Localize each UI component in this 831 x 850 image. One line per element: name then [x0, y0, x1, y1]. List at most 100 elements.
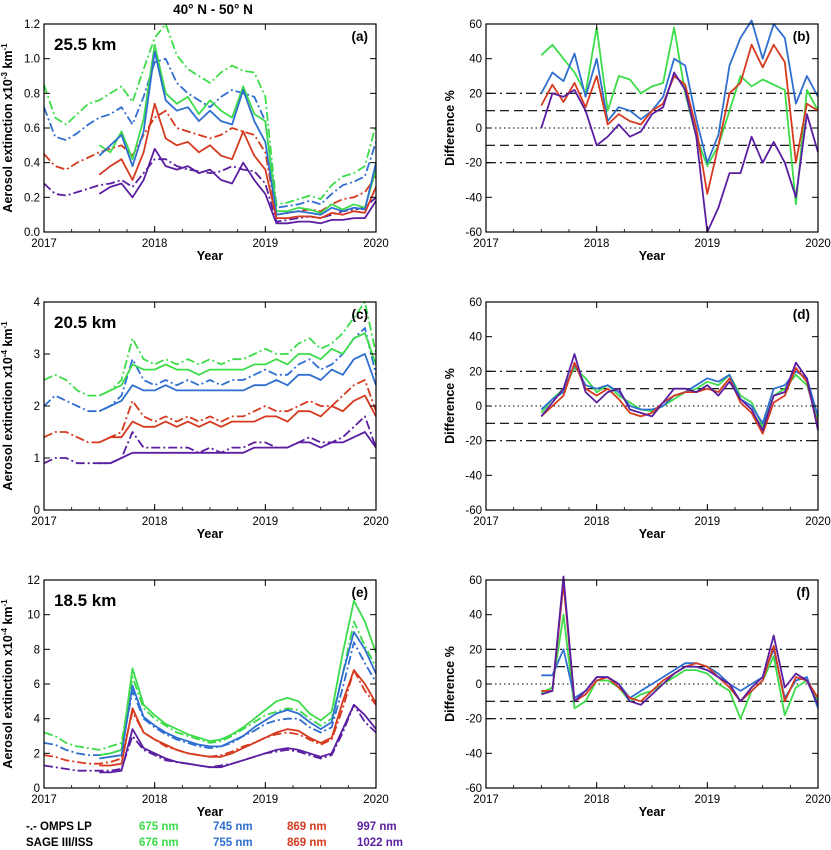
- x-tick-label: 2020: [363, 516, 389, 528]
- x-tick-label: 2018: [584, 794, 610, 806]
- y-axis-label-exponent: -4: [0, 628, 9, 636]
- legend-item-sage-755: 755 nm: [213, 837, 253, 849]
- altitude-label: 25.5 km: [54, 35, 116, 54]
- y-tick-label: 0.6: [24, 123, 40, 135]
- legend: -.- OMPS LP 675 nm 745 nm 869 nm 997 nm …: [26, 821, 403, 849]
- x-tick-label: 2018: [142, 238, 168, 250]
- x-tick-label: 2018: [142, 516, 168, 528]
- x-tick-label: 2017: [31, 794, 57, 806]
- x-axis-label: Year: [197, 527, 224, 541]
- panel-label: (d): [793, 307, 810, 322]
- series-line-c-997nm-omps: [43, 415, 377, 465]
- legend-item-omps-675: 675 nm: [139, 821, 179, 833]
- y-tick-label: 0: [34, 505, 40, 517]
- y-tick-label: 2: [34, 401, 40, 413]
- x-tick-label: 2020: [805, 794, 831, 806]
- y-axis-label-unit-exponent: -1: [0, 43, 9, 51]
- x-axis-label: Year: [197, 249, 224, 263]
- y-axis-label-exponent: -3: [0, 72, 9, 80]
- y-axis-label: Aerosol extinction x10-3 km-1: [0, 43, 15, 213]
- y-tick-label: -20: [465, 158, 482, 170]
- panel-a: 2017 2018 2019 2020 0.0 0.2 0.4 0.6 0.8 1.0 1.2 Yea…: [0, 19, 389, 263]
- panel-e: 2017 2018 2019 2020 0 2 4 6 8 10 12 Year Aerosol ext…: [0, 575, 389, 819]
- series-line-e-676nm-sage: [99, 599, 377, 756]
- x-tick-label: 2019: [253, 516, 279, 528]
- x-axis-label: Year: [639, 527, 666, 541]
- plot-frame: [43, 23, 377, 233]
- series-line-e-745nm-omps: [43, 641, 377, 756]
- series-line-f-green: [540, 613, 819, 720]
- series-line-d-green: [540, 367, 819, 428]
- y-axis-label: Difference %: [443, 90, 457, 166]
- y-tick-label: 2: [34, 748, 40, 760]
- x-tick-label: 2020: [805, 516, 831, 528]
- y-axis-label-unit: km: [1, 51, 15, 73]
- y-tick-label: 12: [27, 575, 40, 587]
- series-line-f-purple: [541, 575, 819, 706]
- legend-item-omps-745: 745 nm: [213, 821, 253, 833]
- series-line-a-1022nm-sage: [98, 147, 377, 225]
- y-tick-label: 20: [469, 88, 482, 100]
- y-tick-label: -40: [465, 748, 482, 760]
- series-line-e-755nm-sage: [99, 631, 377, 760]
- x-tick-label: 2020: [805, 238, 831, 250]
- panel-c: 2017 2018 2019 2020 0 1 2 3 4 Year Aerosol extinct…: [0, 297, 389, 541]
- y-tick-label: -40: [465, 470, 482, 482]
- legend-item-sage-1022: 1022 nm: [357, 837, 403, 849]
- series-line-c-869nm-sage: [98, 394, 377, 444]
- y-tick-label: -60: [465, 505, 482, 517]
- y-tick-label: 4: [34, 714, 41, 726]
- x-tick-label: 2019: [253, 238, 279, 250]
- y-tick-label: 60: [469, 19, 482, 31]
- x-tick-label: 2018: [142, 794, 168, 806]
- series-line-a-869nm-sage: [98, 102, 377, 219]
- series-line-b-purple: [540, 71, 819, 233]
- y-tick-label: -60: [465, 783, 482, 795]
- y-tick-label: -20: [465, 714, 482, 726]
- x-axis-label: Year: [639, 805, 666, 819]
- legend-item-sage-676: 676 nm: [139, 837, 179, 849]
- x-axis-label: Year: [197, 805, 224, 819]
- y-tick-label: 4: [34, 297, 41, 309]
- y-tick-label: 0: [476, 679, 482, 691]
- x-tick-label: 2019: [695, 516, 721, 528]
- series-line-e-997nm-omps: [43, 703, 377, 772]
- y-tick-label: 6: [34, 679, 40, 691]
- y-tick-label: -20: [465, 436, 482, 448]
- panel-d: 2017 2018 2019 2020 -60 -40 -20 0 20 40 60 Year Diff…: [443, 297, 831, 541]
- x-tick-label: 2017: [473, 238, 499, 250]
- series-line-b-red: [540, 43, 819, 195]
- y-tick-label: 0: [476, 123, 482, 135]
- series-line-b-green: [540, 26, 819, 206]
- y-tick-label: 10: [27, 610, 40, 622]
- y-tick-label: 1.0: [24, 54, 40, 66]
- y-axis-label-unit: km: [1, 329, 15, 351]
- y-tick-label: 40: [469, 610, 482, 622]
- panel-b: 2017 2018 2019 2020 -60 -40 -20 0 20 40 60 Year Diff…: [443, 19, 831, 263]
- y-tick-label: 8: [34, 644, 40, 656]
- series-line-a-675nm-omps: [43, 23, 377, 206]
- series-line-d-purple: [540, 353, 819, 432]
- panel-label: (a): [352, 29, 369, 44]
- x-tick-label: 2018: [584, 516, 610, 528]
- series-line-e-869nm-sage: [99, 669, 377, 767]
- y-tick-label: -60: [465, 227, 482, 239]
- altitude-label: 18.5 km: [54, 591, 116, 610]
- panel-label: (f): [797, 585, 811, 600]
- y-axis-label-unit: km: [1, 607, 15, 629]
- series-line-e-675nm-omps: [43, 620, 377, 751]
- y-tick-label: 60: [469, 297, 482, 309]
- y-tick-label: 20: [469, 644, 482, 656]
- x-tick-label: 2017: [31, 516, 57, 528]
- panel-label: (e): [352, 585, 369, 600]
- series-line-a-676nm-sage: [98, 43, 377, 214]
- y-tick-label: 0: [34, 783, 40, 795]
- series-line-d-red: [540, 361, 819, 435]
- y-tick-label: -40: [465, 192, 482, 204]
- x-tick-label: 2019: [695, 238, 721, 250]
- y-axis-label: Difference %: [443, 646, 457, 722]
- series-line-c-676nm-sage: [98, 332, 377, 397]
- series-line-b-blue: [540, 19, 819, 164]
- y-tick-label: 0: [476, 401, 482, 413]
